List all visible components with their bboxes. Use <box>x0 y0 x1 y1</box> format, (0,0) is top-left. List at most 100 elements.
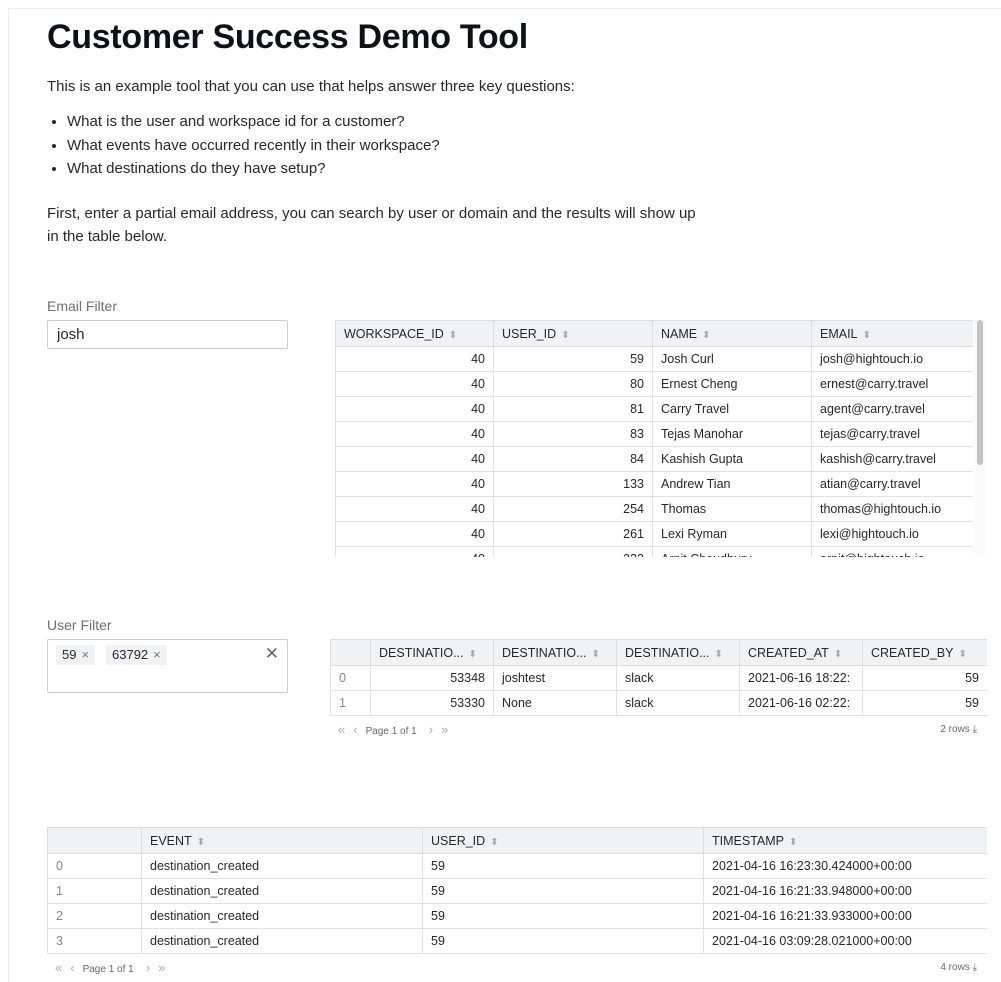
sort-icon[interactable]: ⬍ <box>448 329 458 341</box>
table-cell[interactable]: 59 <box>862 690 987 716</box>
first-page-icon[interactable]: « <box>55 960 63 975</box>
column-header[interactable]: USER_ID ⬍ <box>493 320 653 347</box>
first-page-icon[interactable]: « <box>338 722 346 737</box>
table-cell[interactable]: 40 <box>335 446 494 472</box>
sort-icon[interactable]: ⬍ <box>468 648 477 660</box>
table-cell[interactable]: 254 <box>493 496 653 522</box>
table-row[interactable]: 40333Arpit Choudhuryarpit@hightouch.io <box>335 546 973 557</box>
column-header[interactable]: USER_ID ⬍ <box>422 827 704 854</box>
table-cell[interactable]: 261 <box>493 521 653 547</box>
table-cell[interactable]: thomas@hightouch.io <box>811 496 973 522</box>
table-row[interactable]: 1 destination_created 59 2021-04-16 16:21:3… <box>47 878 987 904</box>
table-cell[interactable]: Ernest Cheng <box>652 371 812 397</box>
table-cell[interactable]: 40 <box>335 396 494 422</box>
column-header[interactable]: DESTINATIO... ⬍ <box>493 639 617 666</box>
column-header[interactable]: CREATED_AT ⬍ <box>739 639 863 666</box>
email-filter-input[interactable] <box>47 320 288 349</box>
row-index-cell[interactable]: 0 <box>330 665 371 691</box>
table-cell[interactable]: 2021-04-16 16:23:30.424000+00:00 <box>703 853 987 879</box>
table-cell[interactable]: 84 <box>493 446 653 472</box>
sort-icon[interactable]: ⬍ <box>862 329 871 341</box>
row-index-cell[interactable]: 3 <box>47 928 142 954</box>
table-cell[interactable]: Tejas Manohar <box>652 421 812 447</box>
sort-icon[interactable]: ⬍ <box>196 836 206 848</box>
table-cell[interactable]: 333 <box>493 546 653 557</box>
users-table-scrollbar[interactable] <box>975 320 985 557</box>
column-header[interactable]: WORKSPACE_ID ⬍ <box>335 320 494 347</box>
table-cell[interactable]: 2021-06-16 02:22: <box>739 690 863 716</box>
table-cell[interactable]: 40 <box>335 346 494 372</box>
table-row[interactable]: 40 83 Tejas Manohar tejas@carry.travel <box>335 421 973 447</box>
table-cell[interactable]: 59 <box>422 853 704 879</box>
sort-icon[interactable]: ⬍ <box>714 648 723 660</box>
table-row[interactable]: 3 destination_created 59 2021-04-16 03:09:2… <box>47 928 987 954</box>
remove-tag-icon[interactable]: × <box>153 647 161 662</box>
column-header[interactable]: DESTINATIO... ⬍ <box>616 639 740 666</box>
column-header[interactable] <box>330 639 371 666</box>
table-cell[interactable]: 40 <box>335 521 494 547</box>
table-cell[interactable]: tejas@carry.travel <box>811 421 973 447</box>
last-page-icon[interactable]: » <box>441 722 449 737</box>
table-cell[interactable]: 133 <box>493 471 653 497</box>
last-page-icon[interactable]: » <box>158 960 166 975</box>
table-cell[interactable]: 53330 <box>370 690 494 716</box>
next-page-icon[interactable]: › <box>428 722 434 737</box>
table-cell[interactable]: 59 <box>493 346 653 372</box>
download-icon[interactable]: ⤓ <box>972 962 977 973</box>
prev-page-icon[interactable]: ‹ <box>353 722 358 737</box>
sort-icon[interactable]: ⬍ <box>702 329 711 341</box>
table-cell[interactable]: 59 <box>422 878 704 904</box>
table-cell[interactable]: ernest@carry.travel <box>811 371 973 397</box>
table-cell[interactable]: joshtest <box>493 665 617 691</box>
user-filter-multiselect[interactable]: 59 × 63792 × ✕ <box>47 639 288 693</box>
table-cell[interactable]: 81 <box>493 396 653 422</box>
table-row[interactable]: 40 261 Lexi Ryman lexi@hightouch.io <box>335 521 973 547</box>
table-cell[interactable]: lexi@hightouch.io <box>811 521 973 547</box>
column-header[interactable]: EMAIL ⬍ <box>811 320 973 347</box>
sort-icon[interactable]: ⬍ <box>591 648 600 660</box>
download-icon[interactable]: ⤓ <box>972 724 977 735</box>
table-cell[interactable]: slack <box>616 665 740 691</box>
table-cell[interactable]: 2021-04-16 16:21:33.948000+00:00 <box>703 878 987 904</box>
column-header[interactable]: EVENT ⬍ <box>141 827 423 854</box>
sort-icon[interactable]: ⬍ <box>958 648 967 660</box>
table-cell[interactable]: destination_created <box>141 928 423 954</box>
table-cell[interactable]: atian@carry.travel <box>811 471 973 497</box>
column-header[interactable]: TIMESTAMP ⬍ <box>703 827 987 854</box>
table-cell[interactable]: Josh Curl <box>652 346 812 372</box>
table-cell[interactable]: destination_created <box>141 853 423 879</box>
table-cell[interactable]: Arpit Choudhury <box>652 546 812 557</box>
table-cell[interactable]: agent@carry.travel <box>811 396 973 422</box>
table-cell[interactable]: 40 <box>335 546 494 557</box>
table-cell[interactable]: arpit@hightouch.io <box>811 546 973 557</box>
table-cell[interactable]: 40 <box>335 371 494 397</box>
row-index-cell[interactable]: 2 <box>47 903 142 929</box>
next-page-icon[interactable]: › <box>145 960 151 975</box>
table-cell[interactable]: Lexi Ryman <box>652 521 812 547</box>
table-row[interactable]: 40 80 Ernest Cheng ernest@carry.travel <box>335 371 973 397</box>
table-cell[interactable]: destination_created <box>141 878 423 904</box>
table-row[interactable]: 2 destination_created 59 2021-04-16 16:21:3… <box>47 903 987 929</box>
table-row[interactable]: 40 84 Kashish Gupta kashish@carry.travel <box>335 446 973 472</box>
table-row[interactable]: 0 53348 joshtest slack 2021-06-16 18:22: 59 <box>330 665 987 691</box>
table-cell[interactable]: 2021-04-16 03:09:28.021000+00:00 <box>703 928 987 954</box>
table-cell[interactable]: 83 <box>493 421 653 447</box>
row-index-cell[interactable]: 1 <box>47 878 142 904</box>
sort-icon[interactable]: ⬍ <box>561 329 570 341</box>
table-cell[interactable]: 2021-06-16 18:22: <box>739 665 863 691</box>
remove-tag-icon[interactable]: × <box>81 647 90 662</box>
table-cell[interactable]: 59 <box>422 928 704 954</box>
table-cell[interactable]: Carry Travel <box>652 396 812 422</box>
table-cell[interactable]: Thomas <box>652 496 812 522</box>
sort-icon[interactable]: ⬍ <box>789 836 798 848</box>
sort-icon[interactable]: ⬍ <box>490 836 499 848</box>
table-cell[interactable]: Kashish Gupta <box>652 446 812 472</box>
table-row[interactable]: 0 destination_created 59 2021-04-16 16:23:3… <box>47 853 987 879</box>
clear-all-icon[interactable]: ✕ <box>264 644 279 663</box>
table-row[interactable]: 1 53330 None slack 2021-06-16 02:22: 59 <box>330 690 987 716</box>
table-row[interactable]: 40 254 Thomas thomas@hightouch.io <box>335 496 973 522</box>
table-row[interactable]: 40 133 Andrew Tian atian@carry.travel <box>335 471 973 497</box>
table-cell[interactable]: 53348 <box>370 665 494 691</box>
table-cell[interactable]: 80 <box>493 371 653 397</box>
column-header[interactable]: DESTINATIO... ⬍ <box>370 639 494 666</box>
